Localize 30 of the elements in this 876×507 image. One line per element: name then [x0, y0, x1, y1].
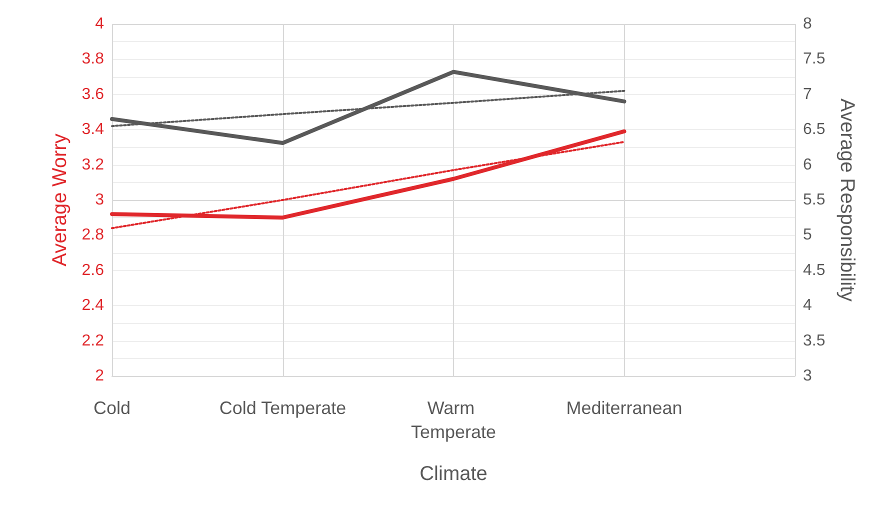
y-tick-label: 2.2 [82, 332, 104, 350]
y-tick-label: 2.8 [82, 226, 104, 244]
y2-tick-label: 8 [803, 16, 812, 32]
y2-axis-title: Average Responsibility [836, 98, 858, 302]
y2-tick-label: 6 [803, 156, 812, 174]
line-series [110, 70, 626, 145]
y-tick-label: 3.2 [82, 156, 104, 174]
y2-tick-label: 6.5 [803, 121, 826, 138]
y2-tick-label: 3.5 [803, 332, 826, 350]
x-axis-title: Climate [420, 463, 488, 485]
y2-tick-label: 4 [803, 297, 812, 314]
y2-tick-label: 7 [803, 86, 812, 103]
y-tick-label: 3 [95, 192, 104, 208]
x-tick-label: Cold [93, 398, 131, 418]
y-tick-label: 3.6 [82, 86, 104, 103]
y-tick-label: 3.8 [82, 50, 104, 68]
x-tick-label: Mediterranean [566, 398, 682, 418]
y2-tick-label: 7.5 [803, 50, 826, 68]
y-tick-label: 2.4 [82, 297, 104, 314]
y2-tick-label: 4.5 [803, 262, 826, 279]
y-axis-title: Average Worry [49, 134, 71, 266]
y2-tick-label: 5 [803, 226, 812, 244]
y2-tick-label: 5.5 [803, 192, 826, 208]
y-tick-label: 4 [95, 16, 104, 32]
x-tick-label: Cold Temperate [219, 398, 346, 418]
x-tick-label: Warm Temperate [410, 398, 496, 442]
y2-tick-label: 3 [803, 368, 812, 384]
y-tick-label: 2 [95, 368, 104, 384]
y-tick-label: 3.4 [82, 121, 104, 138]
y-tick-label: 2.6 [82, 262, 104, 279]
